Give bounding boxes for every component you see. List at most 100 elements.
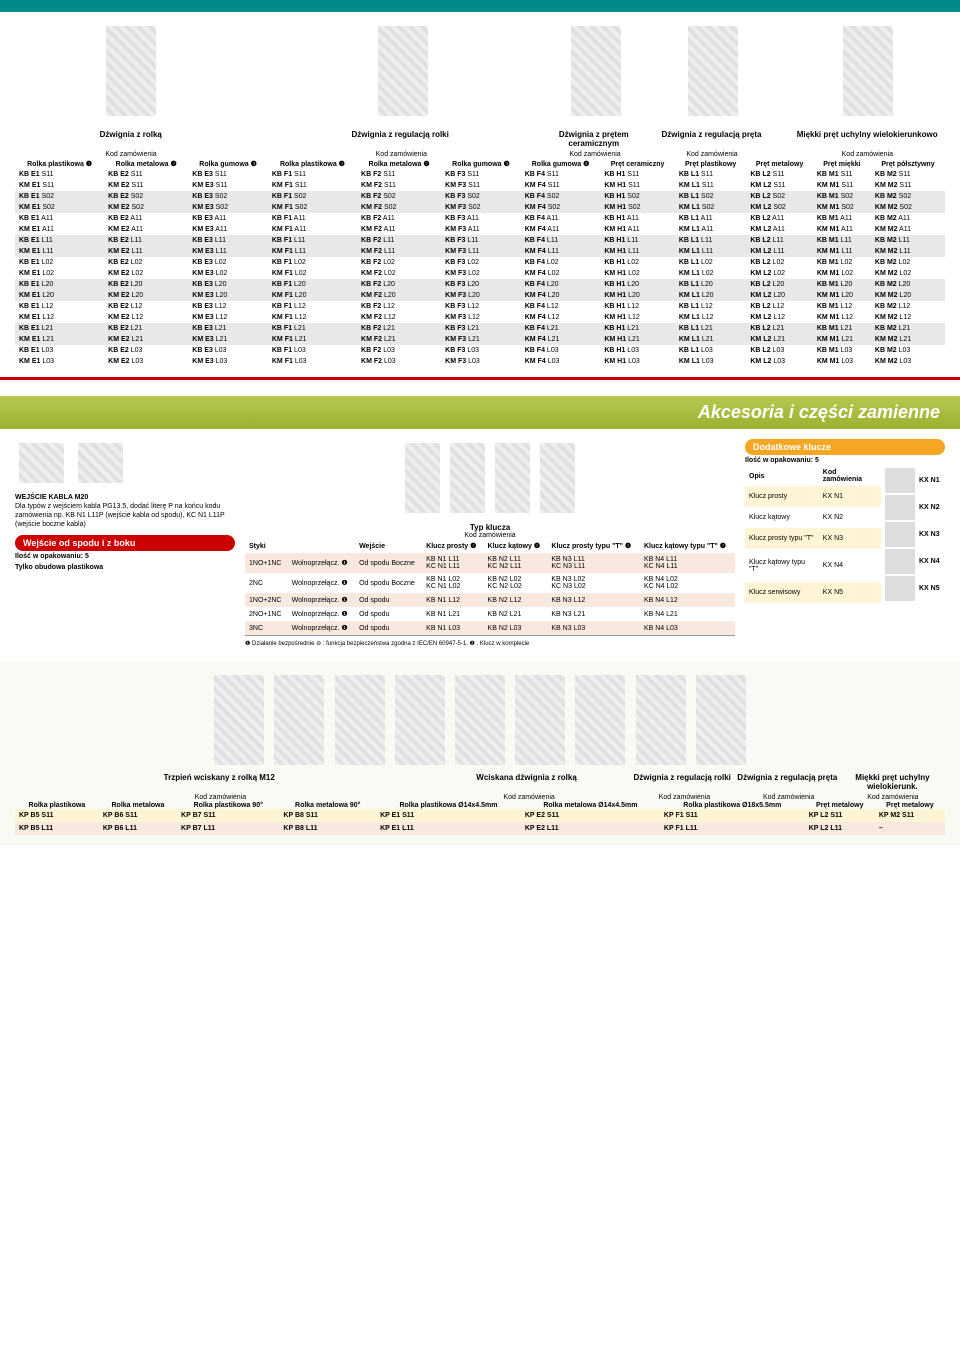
code-cell: KM F1 L12 [268, 312, 357, 323]
product-image [106, 26, 156, 116]
code-cell: KB F4 A11 [521, 213, 601, 224]
kod-label: Kod zamówienia [15, 150, 247, 159]
code-cell: KP E1 L11 [376, 822, 521, 835]
kx-images: KX N1KX N2KX N3KX N4KX N5 [885, 466, 945, 603]
table-cell: 1NO+2NC [245, 593, 288, 607]
code-cell: KM F1 L11 [268, 246, 357, 257]
column-header: Pręt metalowy [805, 802, 875, 809]
header-label: Trzpień wciskany z rolką M12 [15, 771, 423, 793]
code-cell: KM M2 L21 [871, 334, 945, 345]
column-header: Rolka metalowa 90° [279, 802, 376, 809]
code-cell: KB F2 S11 [357, 169, 441, 180]
code-cell: KB F4 L11 [521, 235, 601, 246]
code-cell: KB F4 L21 [521, 323, 601, 334]
table-row: KB E1 L20KB E2 L20KB E3 L20KB F1 L20KB F… [15, 279, 945, 290]
code-cell: KM M2 L03 [871, 356, 945, 367]
code-cell: KM F1 S02 [268, 202, 357, 213]
table-cell: Od spodu [355, 607, 422, 621]
extra-keys-table: OpisKod zamówienia Klucz prostyKX N1Kluc… [745, 466, 881, 603]
code-cell: KM E2 L20 [104, 290, 188, 301]
code-cell: KB F4 L20 [521, 279, 601, 290]
code-cell: KB F3 L12 [441, 301, 521, 312]
code-cell: KB F4 L02 [521, 257, 601, 268]
code-cell: KB F1 L21 [268, 323, 357, 334]
product-image [696, 675, 746, 765]
code-cell: KB H1 L21 [600, 323, 675, 334]
code-cell: KB F3 L11 [441, 235, 521, 246]
code-cell: KP F1 L11 [660, 822, 805, 835]
table-row: KB E1 A11KB E2 A11KB E3 A11KB F1 A11KB F… [15, 213, 945, 224]
code-cell: KM E3 S02 [188, 202, 268, 213]
table-row: Klucz kątowy typu "T"KX N4 [745, 549, 881, 582]
col-styki: Styki [245, 539, 288, 553]
code-cell: KP B7 L11 [177, 822, 279, 835]
code-cell: KM L1 S02 [675, 202, 747, 213]
footnote: ❶ Działanie bezpośrednie ⊖ : funkcja bez… [245, 635, 735, 651]
cable-entry-image [78, 443, 123, 483]
table-row: KB E1 L03KB E2 L03KB E3 L03KB F1 L03KB F… [15, 345, 945, 356]
code-cell: KB E3 L02 [188, 257, 268, 268]
column-header: Rolka plastikowa Ø14x4.5mm [376, 802, 521, 809]
header-label: Dźwignia z regulacją rolki [630, 771, 735, 793]
code-cell: KM E1 L02 [15, 268, 104, 279]
code-cell: KB L2 L03 [746, 345, 812, 356]
code-cell: KM E3 S11 [188, 180, 268, 191]
header-label: Dźwignia z regulacją rolki [247, 128, 554, 150]
table-row: KB E1 L02KB E2 L02KB E3 L02KB F1 L02KB F… [15, 257, 945, 268]
code-cell: KB E2 S11 [104, 169, 188, 180]
code-cell: KM H1 A11 [600, 224, 675, 235]
code-cell: KM F3 L21 [441, 334, 521, 345]
table-row: 2NCWolnoprzełącz. ❶Od spodu BoczneKB N1 … [245, 573, 735, 593]
column-header: Rolka plastikowa [15, 802, 99, 809]
table-row: 1NO+2NCWolnoprzełącz. ❶Od spoduKB N1 L12… [245, 593, 735, 607]
code-cell: KB E1 S02 [15, 191, 104, 202]
code-cell: KM M1 L03 [813, 356, 871, 367]
code-cell: KM F1 L02 [268, 268, 357, 279]
table-cell: KB N4 L12 [640, 593, 735, 607]
code-cell: KB M1 S11 [813, 169, 871, 180]
category-headers: Dźwignia z rolką Dźwignia z regulacją ro… [15, 128, 945, 150]
code-cell: KB F1 L11 [268, 235, 357, 246]
code-cell: KB L2 L21 [746, 323, 812, 334]
code-cell: KM F4 A11 [521, 224, 601, 235]
column-header: Rolka plastikowa Ø18x5.5mm [660, 802, 805, 809]
table-cell: Wolnoprzełącz. ❶ [288, 573, 355, 593]
code-cell: KB M2 S11 [871, 169, 945, 180]
table-cell: KB N3 L03 [547, 621, 640, 635]
key-icon [885, 576, 915, 601]
code-cell: KB F3 L20 [441, 279, 521, 290]
code-cell: KP L2 S11 [805, 809, 875, 822]
kod-label: Kod zamówienia [632, 793, 736, 802]
code-cell: KP M2 S11 [875, 809, 945, 822]
code-cell: KP B6 S11 [99, 809, 177, 822]
code-cell: KB F1 L02 [268, 257, 357, 268]
code-cell: KM L1 L11 [675, 246, 747, 257]
table-cell: Klucz serwisowy [745, 582, 819, 603]
table-cell: KB N1 L11 KC N1 L11 [422, 553, 483, 573]
key-table-header: Styki Wejście Klucz prosty ❷ Klucz kątow… [245, 539, 735, 553]
column-header: Pręt miękki [813, 159, 871, 169]
code-cell: KM M2 A11 [871, 224, 945, 235]
code-cell: KB E2 L11 [104, 235, 188, 246]
code-cell: KM L1 L12 [675, 312, 747, 323]
code-cell: KB F2 L20 [357, 279, 441, 290]
kx-item: KX N1 [885, 468, 945, 493]
code-cell: KM F4 L21 [521, 334, 601, 345]
product-image [214, 675, 264, 765]
code-cell: KB F1 S02 [268, 191, 357, 202]
code-cell: KM F3 L20 [441, 290, 521, 301]
code-cell: KB E1 A11 [15, 213, 104, 224]
table-cell: Od spodu Boczne [355, 553, 422, 573]
product-image [575, 675, 625, 765]
header-label: Wciskana dźwignia z rolką [423, 771, 629, 793]
table-cell: 3NC [245, 621, 288, 635]
code-cell: KB F3 L21 [441, 323, 521, 334]
code-cell: KM E3 L03 [188, 356, 268, 367]
code-cell: KM E2 L11 [104, 246, 188, 257]
table-cell: KB N3 L12 [547, 593, 640, 607]
top-product-section: Dźwignia z rolką Dźwignia z regulacją ro… [0, 12, 960, 377]
code-cell: KB F1 A11 [268, 213, 357, 224]
product-image [274, 675, 324, 765]
code-cell: KB F2 L02 [357, 257, 441, 268]
bottom-columns: Rolka plastikowaRolka metalowaRolka plas… [15, 802, 945, 809]
